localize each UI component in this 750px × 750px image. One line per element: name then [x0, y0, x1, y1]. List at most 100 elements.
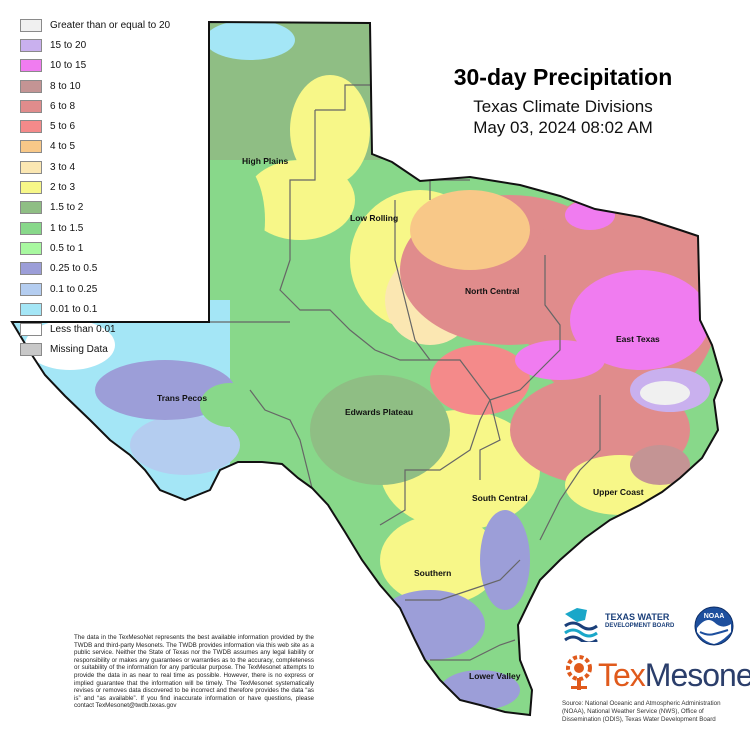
disclaimer-text: The data in the TexMesoNet represents th…: [74, 634, 314, 710]
division-line: [539, 395, 601, 541]
texmesonet-gear-icon: [566, 655, 592, 690]
legend-swatch: [20, 18, 42, 32]
precip-transpecos-green: [200, 383, 260, 427]
precip-southern-yellow: [380, 515, 500, 605]
legend-item: 15 to 20: [20, 35, 170, 55]
legend-swatch: [20, 38, 42, 52]
legend-label: Missing Data: [50, 344, 108, 356]
region-label-southern: Southern: [414, 568, 452, 578]
twdb-waves-icon: [564, 608, 598, 645]
precip-panhandle-blue: [205, 22, 295, 60]
legend-swatch: [20, 181, 42, 195]
legend-swatch: [20, 160, 42, 174]
legend-label: 0.25 to 0.5: [50, 263, 98, 275]
map-title: 30-day Precipitation: [453, 64, 673, 90]
legend-item: 5 to 6: [20, 116, 170, 136]
legend: Greater than or equal to 20 15 to 20 10 to…: [20, 15, 170, 360]
legend-swatch: [20, 79, 42, 93]
precip-highplains-yellow: [245, 160, 355, 240]
legend-swatch: [20, 262, 42, 276]
legend-item: 10 to 15: [20, 56, 170, 76]
division-line: [379, 359, 491, 526]
precip-central-pink: [430, 345, 530, 415]
precip-edwards-green: [310, 375, 450, 485]
legend-label: 10 to 15: [50, 60, 87, 72]
legend-item: 0.5 to 1: [20, 238, 170, 258]
legend-item: 6 to 8: [20, 96, 170, 116]
twdb-logo: TEXAS WATER DEVELOPMENT BOARD: [563, 606, 688, 645]
legend-item: 4 to 5: [20, 137, 170, 157]
noaa-logo: NOAA: [694, 606, 734, 646]
precip-uppercoast-brown: [630, 445, 690, 485]
map-timestamp: May 03, 2024 08:02 AM: [473, 118, 653, 137]
division-line: [430, 639, 516, 661]
precip-transpecos-blue: [130, 415, 240, 475]
legend-label: Greater than or equal to 20: [50, 19, 171, 31]
precip-panhandle-yellow: [290, 75, 370, 185]
legend-swatch: [20, 282, 42, 296]
division-line: [405, 559, 521, 601]
legend-label: 1 to 1.5: [50, 222, 84, 234]
precip-east-magenta: [570, 270, 710, 370]
source-text: Source: National Oceanic and Atmospheric…: [562, 700, 721, 723]
region-label-high-plains: High Plains: [242, 156, 289, 166]
legend-item: 0.1 to 0.25: [20, 279, 170, 299]
legend-swatch: [20, 201, 42, 215]
region-label-trans-pecos: Trans Pecos: [157, 393, 208, 403]
texmesonet-tex: Tex: [598, 657, 646, 693]
legend-item: 3 to 4: [20, 157, 170, 177]
legend-swatch: [20, 221, 42, 235]
division-line: [315, 84, 370, 111]
precip-west-dry: [25, 320, 115, 370]
legend-swatch: [20, 323, 42, 337]
region-label-north-central: North Central: [465, 286, 520, 296]
legend-label: 8 to 10: [50, 80, 81, 92]
region-label-low-rolling: Low Rolling: [350, 213, 399, 223]
legend-swatch: [20, 59, 42, 73]
legend-item: 8 to 10: [20, 76, 170, 96]
legend-label: 2 to 3: [50, 182, 76, 194]
region-label-lower-valley: Lower Valley: [469, 671, 521, 681]
precip-east-max: [640, 381, 690, 405]
legend-label: 0.01 to 0.1: [50, 303, 98, 315]
division-line: [249, 389, 313, 489]
precip-northeast-magenta: [565, 200, 615, 230]
title-block: 30-day Precipitation Texas Climate Divis…: [418, 62, 708, 138]
division-line: [489, 255, 561, 401]
region-label-upper-coast: Upper Coast: [593, 487, 644, 497]
texmesonet-mesonet: Mesonet: [644, 657, 750, 693]
legend-swatch: [20, 343, 42, 357]
precip-central-magenta: [515, 340, 605, 380]
legend-item: 0.01 to 0.1: [20, 299, 170, 319]
region-label-east-texas: East Texas: [616, 334, 660, 344]
twdb-name: TEXAS WATER: [605, 612, 670, 622]
precip-orange: [410, 190, 530, 270]
legend-item: 1.5 to 2: [20, 198, 170, 218]
twdb-subname: DEVELOPMENT BOARD: [605, 623, 675, 629]
legend-item: 0.25 to 0.5: [20, 259, 170, 279]
legend-label: 3 to 4: [50, 161, 76, 173]
legend-label: 0.1 to 0.25: [50, 283, 98, 295]
legend-swatch: [20, 302, 42, 316]
precip-highplains-green: [205, 160, 265, 280]
legend-label: Less than 0.01: [50, 324, 116, 336]
legend-swatch: [20, 120, 42, 134]
legend-label: 5 to 6: [50, 121, 76, 133]
map-subtitle: Texas Climate Divisions: [473, 97, 653, 116]
precip-coastal-purple: [480, 510, 530, 610]
texmesonet-logo: TexMesonet: [562, 652, 750, 694]
legend-swatch: [20, 140, 42, 154]
legend-label: 15 to 20: [50, 39, 87, 51]
division-line: [479, 399, 501, 480]
legend-item: Missing Data: [20, 340, 170, 360]
legend-label: 1.5 to 2: [50, 202, 84, 214]
legend-item: 2 to 3: [20, 177, 170, 197]
division-line: [279, 110, 430, 361]
legend-item: Greater than or equal to 20: [20, 15, 170, 35]
legend-item: Less than 0.01: [20, 319, 170, 339]
region-label-south-central: South Central: [472, 493, 528, 503]
legend-label: 6 to 8: [50, 100, 76, 112]
noaa-label: NOAA: [704, 613, 725, 620]
legend-swatch: [20, 241, 42, 255]
